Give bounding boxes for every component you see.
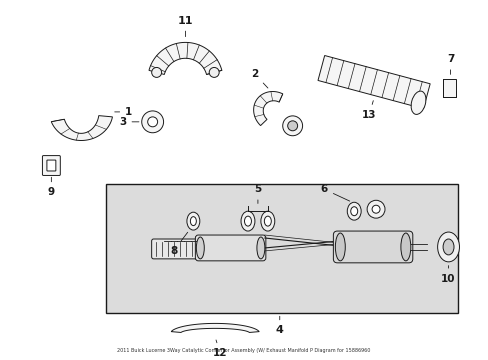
FancyBboxPatch shape bbox=[195, 235, 265, 261]
Ellipse shape bbox=[410, 91, 425, 114]
Text: 11: 11 bbox=[177, 15, 193, 37]
Circle shape bbox=[287, 121, 297, 131]
Text: 5: 5 bbox=[254, 184, 261, 203]
Ellipse shape bbox=[261, 211, 274, 231]
Text: 3: 3 bbox=[119, 117, 139, 127]
Ellipse shape bbox=[437, 232, 459, 262]
Text: 4: 4 bbox=[275, 316, 283, 336]
Circle shape bbox=[142, 111, 163, 133]
Bar bbox=[106, 184, 458, 314]
Ellipse shape bbox=[442, 239, 453, 255]
Text: 10: 10 bbox=[440, 266, 455, 284]
Text: 2011 Buick Lucerne 3Way Catalytic Convertor Assembly (W/ Exhaust Manifold P Diag: 2011 Buick Lucerne 3Way Catalytic Conver… bbox=[117, 348, 370, 353]
Circle shape bbox=[147, 117, 157, 127]
Circle shape bbox=[371, 205, 379, 213]
FancyBboxPatch shape bbox=[442, 79, 456, 97]
Ellipse shape bbox=[350, 207, 357, 216]
Ellipse shape bbox=[256, 237, 264, 259]
Text: 1: 1 bbox=[115, 107, 132, 117]
Ellipse shape bbox=[400, 233, 410, 261]
FancyBboxPatch shape bbox=[47, 160, 56, 171]
Text: 12: 12 bbox=[212, 340, 227, 358]
FancyBboxPatch shape bbox=[151, 239, 202, 259]
Polygon shape bbox=[171, 323, 259, 333]
Circle shape bbox=[209, 67, 219, 77]
Text: 2: 2 bbox=[251, 69, 267, 88]
Ellipse shape bbox=[186, 212, 200, 230]
Ellipse shape bbox=[190, 217, 196, 226]
Ellipse shape bbox=[335, 233, 345, 261]
Ellipse shape bbox=[244, 216, 251, 226]
Polygon shape bbox=[51, 116, 112, 140]
Polygon shape bbox=[253, 91, 282, 126]
Circle shape bbox=[151, 67, 161, 77]
FancyBboxPatch shape bbox=[42, 156, 60, 175]
Text: 7: 7 bbox=[446, 54, 453, 75]
Text: 9: 9 bbox=[48, 177, 55, 197]
Circle shape bbox=[366, 200, 384, 218]
Ellipse shape bbox=[346, 202, 361, 220]
Circle shape bbox=[282, 116, 302, 136]
Ellipse shape bbox=[196, 237, 204, 259]
Polygon shape bbox=[317, 55, 429, 109]
Text: 8: 8 bbox=[169, 232, 187, 256]
Ellipse shape bbox=[264, 216, 271, 226]
Ellipse shape bbox=[241, 211, 254, 231]
FancyBboxPatch shape bbox=[333, 231, 412, 263]
Text: 6: 6 bbox=[320, 184, 349, 201]
Text: 13: 13 bbox=[361, 101, 376, 120]
Polygon shape bbox=[149, 42, 222, 75]
